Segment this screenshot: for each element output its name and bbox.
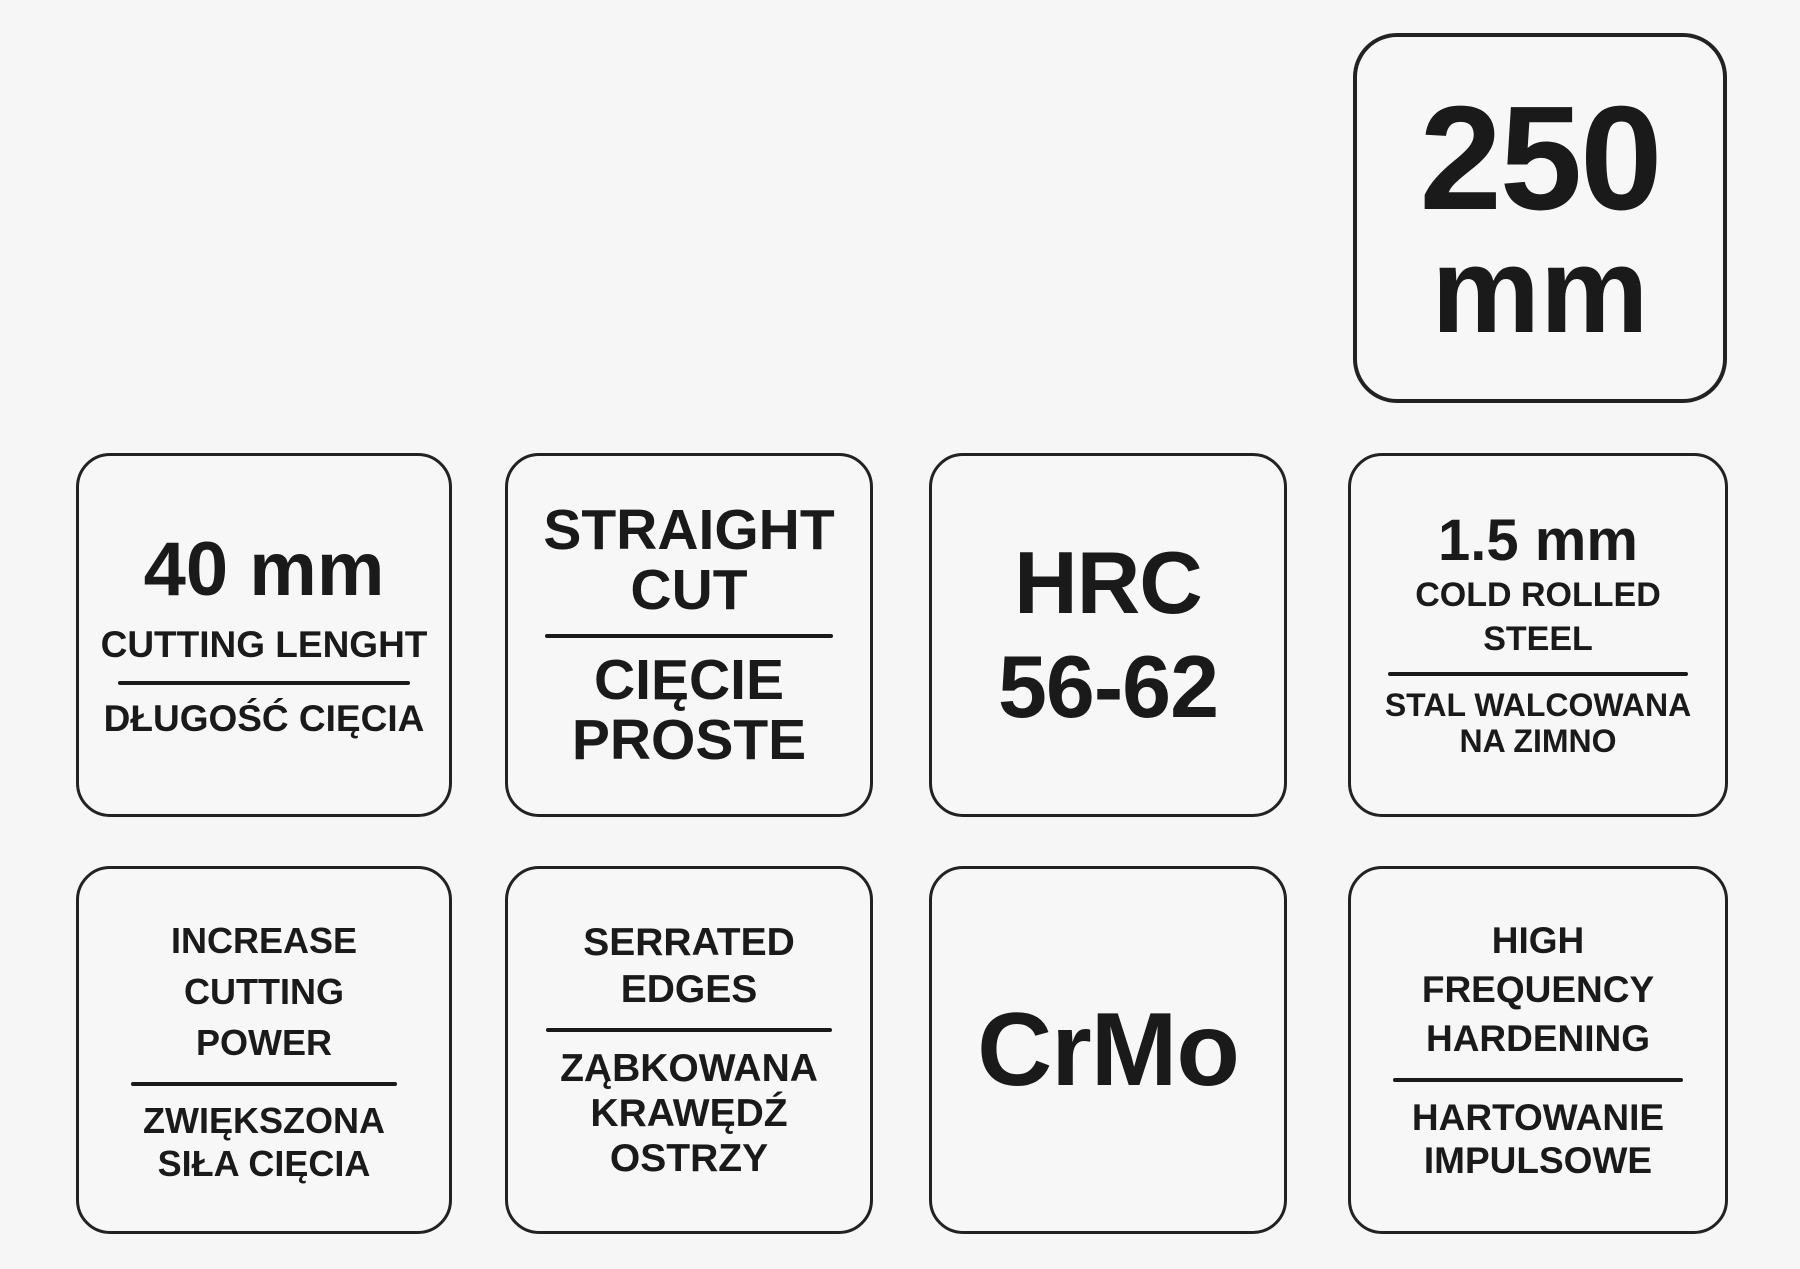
cold-rolled-divider <box>1388 671 1688 676</box>
straight-cut-en-line2: CUT <box>630 558 748 623</box>
cutting-power-en-line3: POWER <box>195 1022 332 1064</box>
badge-cutting-length: 40 mm CUTTING LENGHT DŁUGOŚĆ CIĘCIA <box>76 453 452 817</box>
cutting-power-pl-line1: ZWIĘKSZONA <box>143 1100 385 1142</box>
straight-cut-pl-line1: CIĘCIE <box>593 647 785 712</box>
badge-straight-cut: STRAIGHT CUT CIĘCIE PROSTE <box>505 453 873 817</box>
badge-hrc-hardness: HRC 56-62 <box>929 453 1287 817</box>
serrated-edges-pl-line3: OSTRZY <box>609 1137 769 1181</box>
badge-crmo-material: CrMo <box>929 866 1287 1234</box>
badge-increase-cutting-power: INCREASE CUTTING POWER ZWIĘKSZONA SIŁA C… <box>76 866 452 1234</box>
serrated-edges-en-line1: SERRATED <box>583 920 795 964</box>
crmo-label: CrMo <box>977 992 1240 1108</box>
cold-rolled-headline: 1.5 mm <box>1438 507 1638 573</box>
badge-cold-rolled-steel: 1.5 mm COLD ROLLED STEEL STAL WALCOWANA … <box>1348 453 1728 817</box>
badge-250-value: 250 <box>1419 76 1663 241</box>
hrc-label: HRC <box>1014 533 1203 633</box>
high-frequency-pl-line2: IMPULSOWE <box>1423 1140 1653 1182</box>
cutting-length-caption-pl: DŁUGOŚĆ CIĘCIA <box>103 697 425 739</box>
badge-250-unit: mm <box>1431 222 1649 358</box>
straight-cut-pl-line2: PROSTE <box>571 707 807 772</box>
serrated-edges-divider <box>546 1027 832 1032</box>
cutting-power-pl-line2: SIŁA CIĘCIA <box>157 1142 371 1184</box>
high-frequency-en-line3: HARDENING <box>1425 1017 1651 1059</box>
cutting-length-caption-en: CUTTING LENGHT <box>100 623 428 665</box>
high-frequency-divider <box>1393 1077 1683 1082</box>
badge-serrated-edges: SERRATED EDGES ZĄBKOWANA KRAWĘDŹ OSTRZY <box>505 866 873 1234</box>
high-frequency-en-line2: FREQUENCY <box>1421 968 1655 1010</box>
straight-cut-divider <box>545 633 833 638</box>
badge-high-frequency-hardening: HIGH FREQUENCY HARDENING HARTOWANIE IMPU… <box>1348 866 1728 1234</box>
serrated-edges-pl-line2: KRAWĘDŹ <box>590 1091 788 1135</box>
high-frequency-en-line1: HIGH <box>1491 920 1585 962</box>
cutting-power-en-line1: INCREASE <box>170 919 358 961</box>
cold-rolled-pl-line1: STAL WALCOWANA <box>1384 686 1692 723</box>
cold-rolled-en-line2: STEEL <box>1483 619 1593 658</box>
serrated-edges-en-line2: EDGES <box>620 968 758 1012</box>
cold-rolled-en-line1: COLD ROLLED <box>1415 575 1661 614</box>
serrated-edges-pl-line1: ZĄBKOWANA <box>560 1046 818 1090</box>
cold-rolled-pl-line2: NA ZIMNO <box>1459 722 1617 759</box>
cutting-power-en-line2: CUTTING <box>184 970 344 1012</box>
high-frequency-pl-line1: HARTOWANIE <box>1411 1096 1665 1138</box>
straight-cut-en-line1: STRAIGHT <box>543 497 835 562</box>
hrc-range: 56-62 <box>997 637 1219 736</box>
cutting-length-divider <box>118 680 410 685</box>
badge-250-mm: 250 mm <box>1353 33 1727 403</box>
cutting-power-divider <box>131 1082 397 1087</box>
cutting-length-headline: 40 mm <box>143 527 385 613</box>
